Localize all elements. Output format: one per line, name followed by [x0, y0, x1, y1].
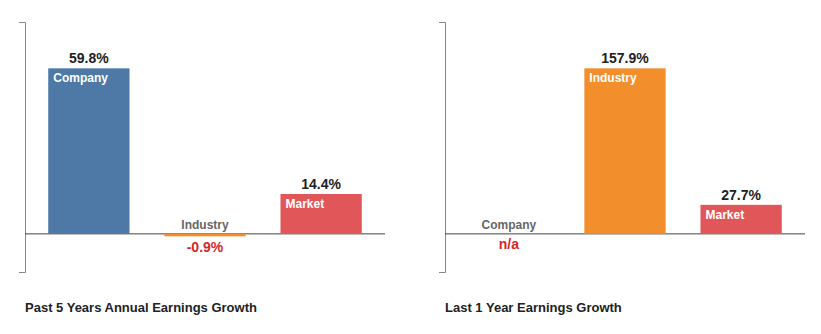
bar — [280, 194, 361, 234]
bar — [164, 234, 245, 236]
data-label: -0.9% — [187, 239, 224, 255]
bar — [700, 205, 781, 234]
labels: Company Industry Market n/a 157.9% 27.7% — [482, 50, 762, 252]
data-label: 27.7% — [721, 187, 761, 203]
bars — [48, 68, 362, 236]
chart-title: Past 5 Years Annual Earnings Growth — [25, 300, 257, 315]
category-label: Company — [482, 218, 537, 232]
category-label: Market — [285, 197, 324, 211]
category-label: Industry — [181, 218, 229, 232]
axis-line — [19, 23, 26, 273]
y-axis — [19, 23, 26, 273]
category-label: Industry — [589, 71, 637, 85]
chart-title: Last 1 Year Earnings Growth — [445, 300, 622, 315]
y-axis — [439, 23, 446, 273]
panel: Company Industry Market n/a 157.9% 27.7% Last … — [439, 23, 805, 316]
data-label: 157.9% — [601, 50, 649, 66]
data-label: 59.8% — [69, 50, 109, 66]
data-label: 14.4% — [301, 176, 341, 192]
bar — [48, 68, 129, 234]
bars — [584, 68, 781, 234]
chart-root: Company Industry Market 59.8% -0.9% 14.4% Past… — [0, 0, 821, 334]
labels: Company Industry Market 59.8% -0.9% 14.4% — [53, 50, 341, 254]
category-label: Company — [53, 71, 108, 85]
category-label: Market — [705, 208, 744, 222]
bar — [584, 68, 665, 234]
axis-line — [439, 23, 446, 273]
panel: Company Industry Market 59.8% -0.9% 14.4% Past… — [19, 23, 385, 316]
data-label: n/a — [499, 236, 519, 252]
